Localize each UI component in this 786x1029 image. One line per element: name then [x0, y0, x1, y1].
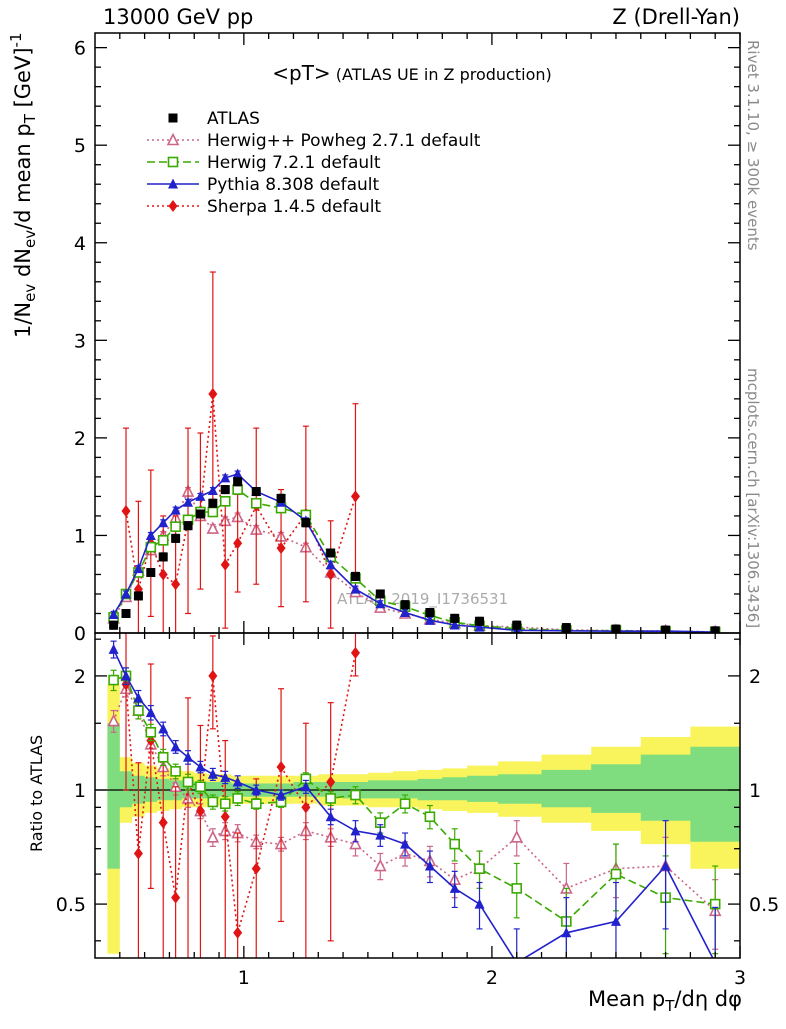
- svg-text:1: 1: [749, 780, 761, 802]
- pythia-line: [112, 473, 716, 633]
- svg-text:2: 2: [486, 967, 498, 989]
- ratio-axis-title: Ratio to ATLAS: [27, 735, 46, 852]
- atlas-markers: [109, 477, 720, 633]
- yellow-uncertainty-band: [107, 684, 740, 954]
- svg-text:0: 0: [74, 623, 86, 645]
- svg-text:3: 3: [734, 967, 746, 989]
- svg-text:1: 1: [74, 780, 86, 802]
- plot-title: <pT> (ATLAS UE in Z production): [272, 61, 552, 85]
- plot-title-observable: <pT>: [272, 61, 330, 85]
- legend-label-herwig7: Herwig 7.2.1 default: [207, 153, 381, 173]
- pythia-markers: [108, 643, 716, 958]
- process-label: Z (Drell-Yan): [612, 5, 740, 29]
- rivet-version-note: Rivet 3.1.10, ≥ 300k events: [744, 40, 762, 251]
- axis-tick-labels: 0 1 2 3 4 5 6 0.5 0.5 1 1 2 2 1 2 3: [56, 38, 779, 989]
- beam-energy-label: 13000 GeV pp: [103, 5, 253, 29]
- svg-text:2: 2: [74, 666, 86, 688]
- legend-samples: [147, 113, 199, 212]
- plot-title-context: (ATLAS UE in Z production): [331, 65, 552, 84]
- svg-text:3: 3: [74, 330, 86, 352]
- svg-text:5: 5: [74, 135, 86, 157]
- svg-text:6: 6: [74, 38, 86, 60]
- svg-text:1: 1: [74, 525, 86, 547]
- axis-ticks: [95, 33, 741, 958]
- y-axis-title: 1/Nev dNev/d mean pT [GeV]-1: [7, 33, 39, 339]
- legend-label-herwigpp: Herwig++ Powheg 2.7.1 default: [207, 131, 481, 151]
- svg-text:2: 2: [74, 428, 86, 450]
- main-panel-frame: [94, 32, 741, 634]
- svg-text:0.5: 0.5: [749, 894, 779, 916]
- svg-text:0.5: 0.5: [56, 894, 86, 916]
- ratio-series: [107, 633, 722, 958]
- mcplots-reference-note: mcplots.cern.ch [arXiv:1306.3436]: [744, 368, 762, 628]
- main-series: [107, 271, 721, 633]
- ratio-bands: [95, 684, 740, 954]
- green-uncertainty-band: [107, 723, 740, 869]
- svg-text:4: 4: [74, 233, 86, 255]
- legend-label-pythia: Pythia 8.308 default: [207, 175, 380, 195]
- x-axis-title: Mean pT/dη dφ: [588, 987, 742, 1015]
- legend-label-atlas: ATLAS: [207, 109, 260, 129]
- svg-text:1: 1: [238, 967, 250, 989]
- legend-label-sherpa: Sherpa 1.4.5 default: [207, 197, 381, 217]
- svg-text:2: 2: [749, 666, 761, 688]
